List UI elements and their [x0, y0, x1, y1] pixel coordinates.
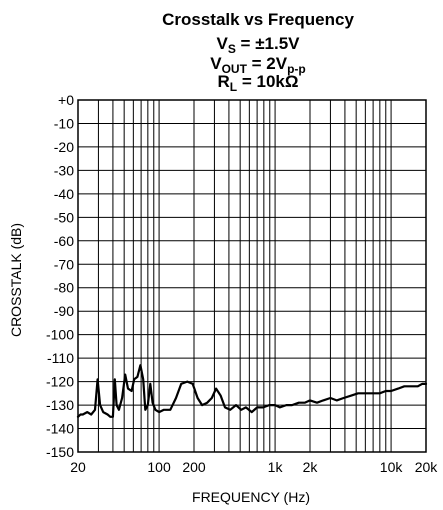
chart-title: Crosstalk vs Frequency VS = ±1.5V VOUT =… [162, 10, 354, 94]
x-axis-label: FREQUENCY (Hz) [192, 489, 310, 505]
y-tick-label: -140 [46, 421, 74, 437]
x-tick-label: 100 [147, 459, 171, 475]
crosstalk-series-line [76, 364, 428, 418]
y-tick-label: -60 [54, 233, 74, 249]
x-tick-label: 2k [303, 459, 319, 475]
y-tick-label: -150 [46, 444, 74, 460]
y-tick-label: -20 [54, 139, 74, 155]
y-tick-label: -100 [46, 327, 74, 343]
x-tick-label: 20k [415, 459, 439, 475]
x-tick-label: 10k [380, 459, 404, 475]
x-tick-label: 20 [70, 459, 86, 475]
grid [78, 100, 426, 452]
x-tick-label: 1k [268, 459, 284, 475]
y-axis-label: CROSSTALK (dB) [8, 223, 24, 337]
y-tick-label: -30 [54, 162, 74, 178]
y-tick-label: -10 [54, 115, 74, 131]
title-line-4: RL = 10kΩ [218, 72, 299, 94]
title-line-1: Crosstalk vs Frequency [162, 10, 354, 29]
x-tick-label: 200 [182, 459, 206, 475]
y-tick-label: -120 [46, 374, 74, 390]
y-tick-label: -70 [54, 256, 74, 272]
plot-frame [77, 99, 427, 453]
y-tick-label: +0 [58, 92, 74, 108]
y-tick-label: -130 [46, 397, 74, 413]
y-tick-label: -110 [47, 350, 74, 366]
y-tick-label: -50 [54, 209, 74, 225]
y-tick-labels: +0 -10 -20 -30 -40 -50 -60 -70 -80 -90 -100 -110 -12… [46, 92, 74, 460]
title-line-3: VOUT = 2Vp-p [210, 54, 306, 76]
title-line-2: VS = ±1.5V [216, 34, 300, 56]
y-tick-label: -90 [54, 303, 74, 319]
y-tick-label: -40 [54, 186, 74, 202]
y-tick-label: -80 [54, 280, 74, 296]
x-tick-labels: 20 100 200 1k 2k 10k 20k [70, 459, 438, 475]
